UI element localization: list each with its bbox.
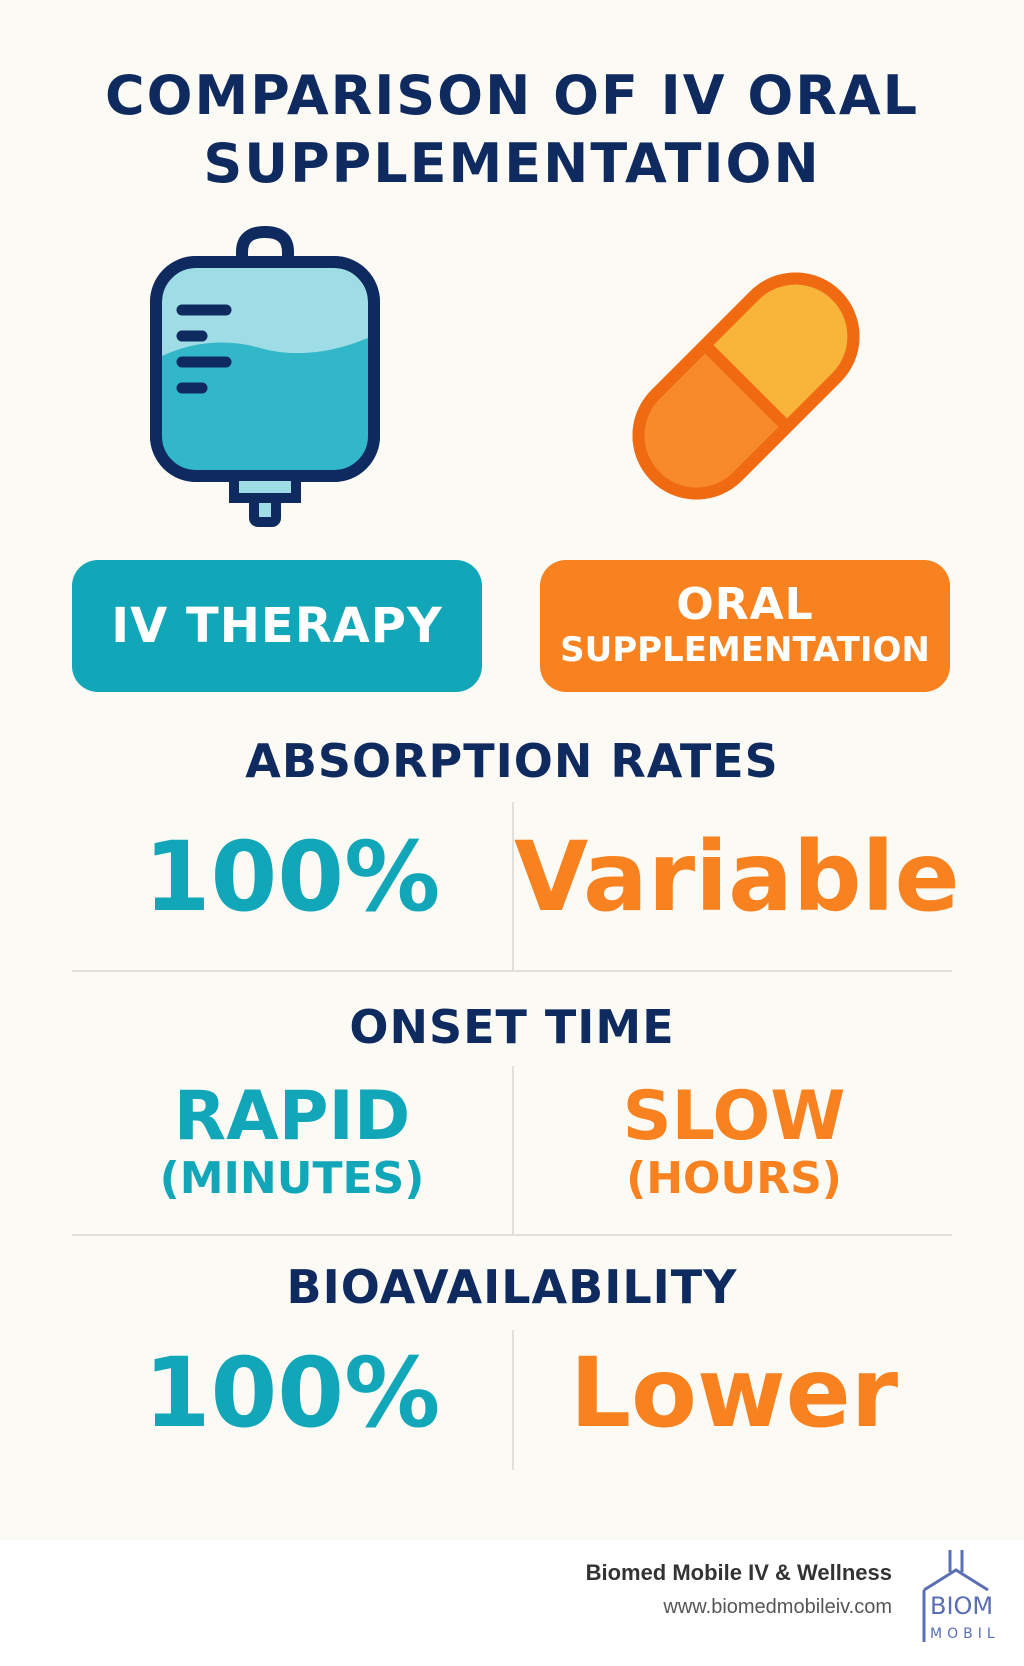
capsule-pill-icon	[632, 272, 860, 500]
logo-text-bottom: MOBIL	[930, 1626, 1000, 1642]
absorption-iv-value: 100%	[143, 821, 441, 933]
brand-url[interactable]: www.biomedmobileiv.com	[663, 1596, 892, 1618]
page-title-line-2: SUPPLEMENTATION	[203, 132, 821, 195]
footer	[0, 1540, 1024, 1666]
section-divider-2	[72, 1234, 952, 1236]
section-divider-1	[72, 970, 952, 972]
onset-oral-main: SLOW	[622, 1077, 846, 1156]
onset-iv-main: RAPID	[173, 1077, 411, 1156]
absorption-rates-heading: ABSORPTION RATES	[245, 734, 779, 788]
brand-name: Biomed Mobile IV & Wellness	[585, 1560, 892, 1585]
oral-badge-line-1: ORAL	[676, 579, 814, 630]
onset-iv-value: RAPID (MINUTES)	[72, 1080, 512, 1204]
oral-badge-line-2: SUPPLEMENTATION	[560, 630, 930, 670]
absorption-oral-value: Variable	[514, 821, 960, 933]
page-title-line-1: COMPARISON OF IV ORAL	[104, 64, 920, 127]
absorption-divider	[512, 802, 514, 970]
bioavailability-heading: BIOAVAILABILITY	[286, 1260, 738, 1314]
onset-divider	[512, 1066, 514, 1234]
biomed-logo-icon: BIOM MOBIL	[922, 1550, 1000, 1642]
iv-therapy-badge: IV THERAPY	[72, 560, 482, 692]
bioavailability-oral-value: Lower	[569, 1337, 899, 1449]
logo-text-top: BIOM	[930, 1592, 993, 1620]
iv-bag-icon	[150, 226, 380, 527]
onset-oral-value: SLOW (HOURS)	[514, 1080, 954, 1204]
oral-supplementation-badge: ORAL SUPPLEMENTATION	[540, 560, 950, 692]
onset-oral-sub: (HOURS)	[626, 1153, 842, 1204]
bioavailability-divider	[512, 1330, 514, 1470]
bioavailability-iv-value: 100%	[143, 1337, 441, 1449]
onset-iv-sub: (MINUTES)	[159, 1153, 425, 1204]
onset-time-heading: ONSET TIME	[349, 1000, 675, 1054]
iv-therapy-label: IV THERAPY	[111, 598, 443, 654]
